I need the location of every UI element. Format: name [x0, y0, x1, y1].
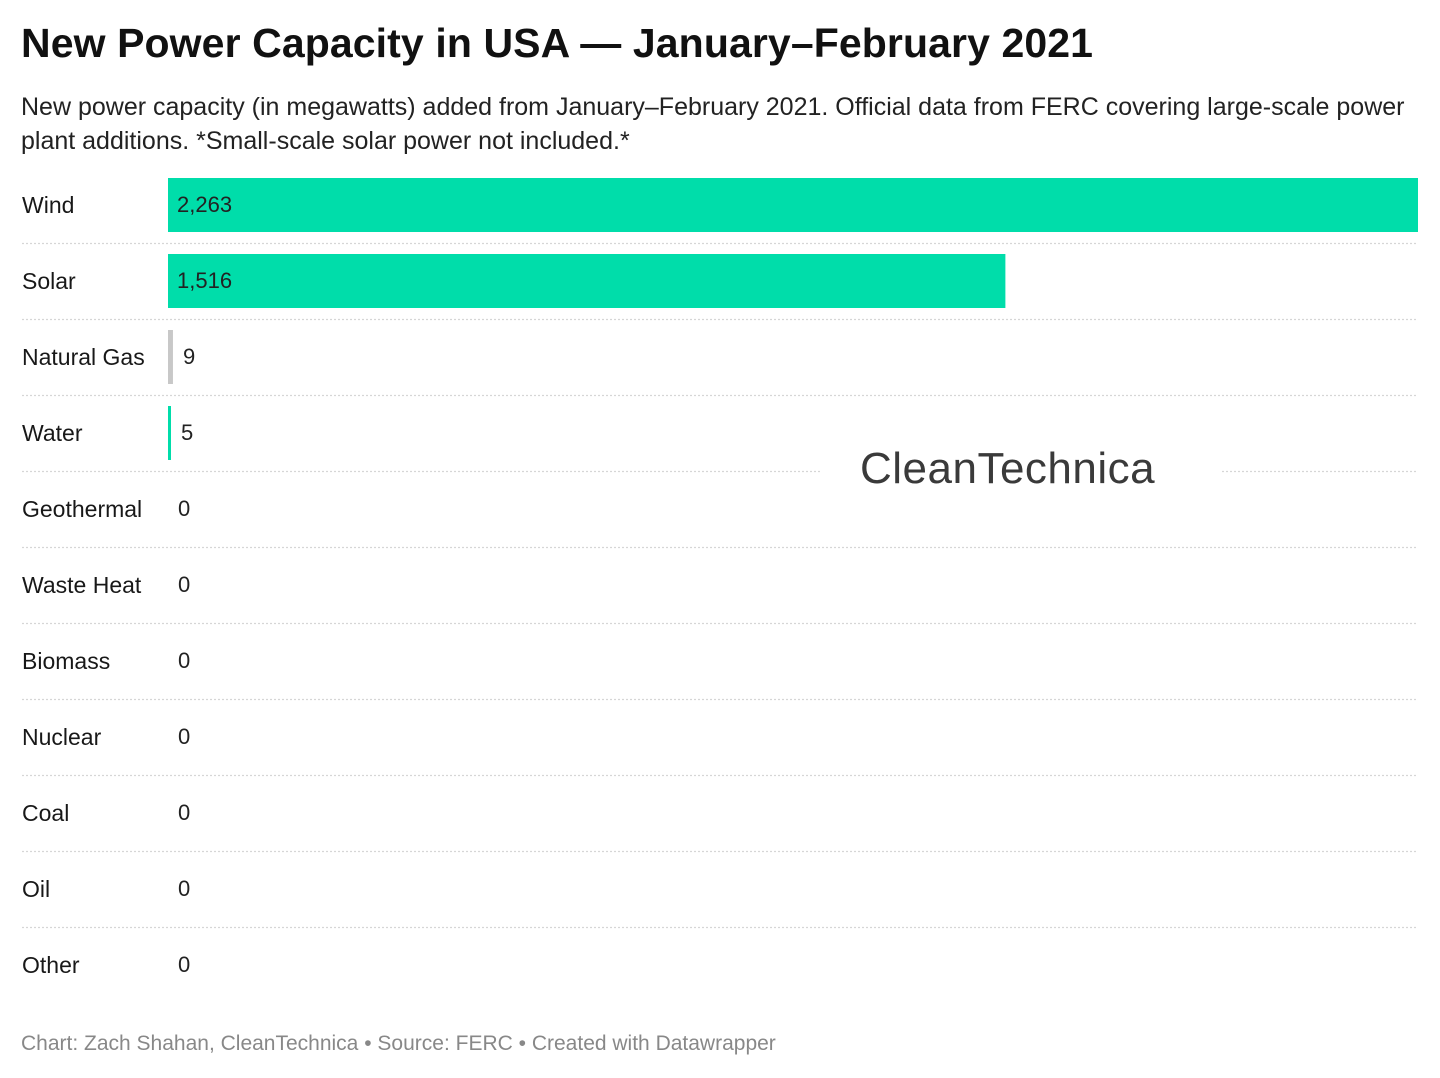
value-label: 0 [178, 648, 190, 673]
footer-created-with: Created with Datawrapper [531, 1032, 776, 1055]
category-label: Natural Gas [22, 344, 145, 370]
chart-title: New Power Capacity in USA — January–Febr… [21, 20, 1094, 66]
bar [168, 254, 1006, 308]
value-label: 1,516 [177, 268, 232, 293]
value-label: 0 [178, 724, 190, 749]
category-label: Oil [22, 876, 50, 902]
value-label: 2,263 [177, 192, 232, 217]
category-label: Biomass [22, 648, 110, 674]
footer-source: Source: FERC [377, 1032, 513, 1055]
category-label: Nuclear [22, 724, 102, 750]
category-label: Other [22, 952, 80, 978]
value-label: 5 [181, 420, 193, 445]
bar [168, 178, 1418, 232]
cleantechnica-watermark: CleanTechnica [822, 440, 1222, 504]
category-label: Solar [22, 268, 76, 294]
value-label: 0 [178, 876, 190, 901]
footer-separator: • [518, 1032, 526, 1055]
value-label: 0 [178, 572, 190, 597]
category-label: Geothermal [22, 496, 142, 522]
bar [168, 406, 171, 460]
value-label: 0 [178, 496, 190, 521]
category-label: Coal [22, 800, 69, 826]
value-label: 0 [178, 952, 190, 977]
chart-subtitle: New power capacity (in megawatts) added … [21, 93, 1405, 155]
category-label: Waste Heat [22, 572, 142, 598]
footer-separator: • [364, 1032, 372, 1055]
value-label: 0 [178, 800, 190, 825]
category-label: Wind [22, 192, 74, 218]
watermark-logo-text: CleanTechnica [860, 444, 1156, 493]
bar [168, 330, 173, 384]
footer-chart-credit: Chart: Zach Shahan, CleanTechnica [21, 1032, 359, 1055]
category-label: Water [22, 420, 83, 446]
bar-chart: Wind 2,263 Solar 1,516 Natural Gas 9 Water 5 Geo… [22, 178, 1418, 978]
value-label: 9 [183, 344, 195, 369]
chart-footer: Chart: Zach Shahan, CleanTechnica • Sour… [21, 1032, 776, 1056]
